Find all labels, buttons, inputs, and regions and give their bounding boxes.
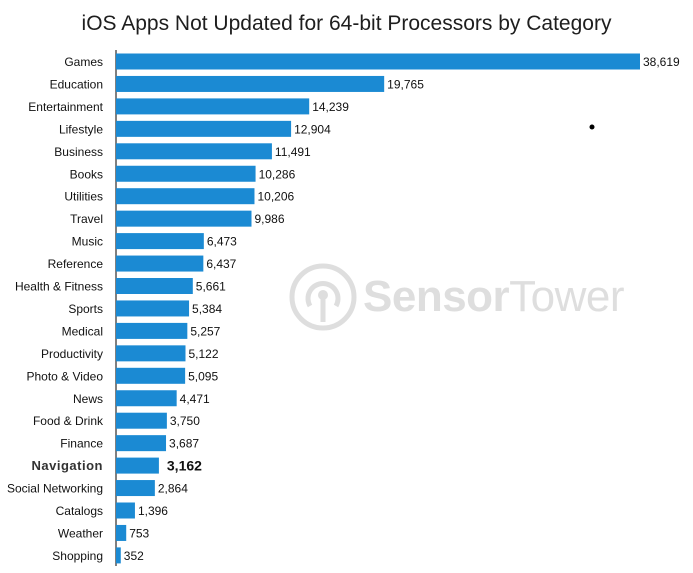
category-label-photo-video: Photo & Video bbox=[26, 369, 103, 383]
value-label-books: 10,286 bbox=[259, 167, 296, 181]
value-label-music: 6,473 bbox=[207, 235, 237, 249]
bar-utilities bbox=[116, 188, 255, 205]
bar-music bbox=[116, 233, 204, 250]
category-label-navigation: Navigation bbox=[32, 458, 103, 473]
value-label-travel: 9,986 bbox=[254, 212, 284, 226]
bar-catalogs bbox=[116, 502, 135, 519]
category-label-business: Business bbox=[54, 145, 103, 159]
watermark-brand-light: Tower bbox=[509, 272, 625, 321]
category-label-education: Education bbox=[50, 77, 103, 91]
value-label-business: 11,491 bbox=[275, 145, 311, 159]
value-label-food-drink: 3,750 bbox=[170, 414, 200, 428]
value-label-utilities: 10,206 bbox=[257, 190, 294, 204]
category-label-music: Music bbox=[72, 235, 103, 249]
category-label-news: News bbox=[73, 392, 103, 406]
sensortower-watermark: SensorTower bbox=[288, 262, 638, 332]
category-label-sports: Sports bbox=[68, 302, 103, 316]
category-label-games: Games bbox=[64, 55, 103, 69]
value-label-navigation: 3,162 bbox=[167, 458, 202, 474]
value-label-social-networking: 2,864 bbox=[158, 482, 188, 496]
value-label-finance: 3,687 bbox=[169, 437, 199, 451]
value-label-productivity: 5,122 bbox=[188, 347, 218, 361]
category-label-lifestyle: Lifestyle bbox=[59, 122, 103, 136]
category-label-travel: Travel bbox=[70, 212, 103, 226]
bar-lifestyle bbox=[116, 120, 292, 137]
bars-group: Games 38,619 Education 19,765 Entertainment 1… bbox=[7, 53, 680, 564]
bar-shopping bbox=[116, 547, 121, 564]
value-label-lifestyle: 12,904 bbox=[294, 122, 331, 136]
category-label-medical: Medical bbox=[62, 324, 103, 338]
bar-health-fitness bbox=[116, 278, 193, 294]
value-label-games: 38,619 bbox=[643, 55, 680, 69]
bar-weather bbox=[116, 524, 127, 541]
bar-reference bbox=[116, 255, 204, 272]
value-label-photo-video: 5,095 bbox=[188, 369, 218, 383]
bar-productivity bbox=[116, 345, 186, 362]
bar-food-drink bbox=[116, 412, 167, 429]
category-label-finance: Finance bbox=[60, 437, 103, 451]
category-label-weather: Weather bbox=[58, 526, 103, 540]
value-label-reference: 6,437 bbox=[206, 257, 236, 271]
bar-travel bbox=[116, 210, 252, 227]
bar-entertainment bbox=[116, 98, 310, 115]
value-label-weather: 753 bbox=[129, 526, 149, 540]
value-label-sports: 5,384 bbox=[192, 302, 222, 316]
bar-books bbox=[116, 165, 256, 182]
category-label-books: Books bbox=[70, 167, 103, 181]
bar-business bbox=[116, 143, 272, 160]
sensortower-logo-icon bbox=[289, 263, 357, 331]
bar-games bbox=[116, 53, 640, 70]
category-label-catalogs: Catalogs bbox=[56, 504, 103, 518]
category-label-health-fitness: Health & Fitness bbox=[15, 280, 103, 294]
value-label-catalogs: 1,396 bbox=[138, 504, 168, 518]
bar-sports bbox=[116, 300, 190, 317]
bar-news bbox=[116, 390, 177, 407]
value-label-education: 19,765 bbox=[387, 77, 424, 91]
bar-finance bbox=[116, 435, 167, 452]
bar-social-networking bbox=[116, 480, 155, 497]
bar-photo-video bbox=[116, 367, 186, 384]
category-label-food-drink: Food & Drink bbox=[33, 414, 104, 428]
watermark-brand-bold: Sensor bbox=[363, 272, 510, 321]
value-label-news: 4,471 bbox=[180, 392, 210, 406]
category-label-productivity: Productivity bbox=[41, 347, 103, 361]
bar-navigation bbox=[116, 457, 159, 474]
value-label-shopping: 352 bbox=[124, 549, 144, 563]
bar-medical bbox=[116, 322, 188, 339]
value-label-medical: 5,257 bbox=[190, 324, 220, 338]
category-label-shopping: Shopping bbox=[52, 549, 103, 563]
bar-education bbox=[116, 75, 385, 92]
category-label-social-networking: Social Networking bbox=[7, 482, 103, 496]
category-label-utilities: Utilities bbox=[64, 190, 103, 204]
value-label-health-fitness: 5,661 bbox=[196, 280, 226, 294]
category-label-entertainment: Entertainment bbox=[28, 100, 103, 114]
value-label-entertainment: 14,239 bbox=[312, 100, 349, 114]
category-label-reference: Reference bbox=[48, 257, 104, 271]
chart-title: iOS Apps Not Updated for 64-bit Processo… bbox=[81, 12, 612, 35]
